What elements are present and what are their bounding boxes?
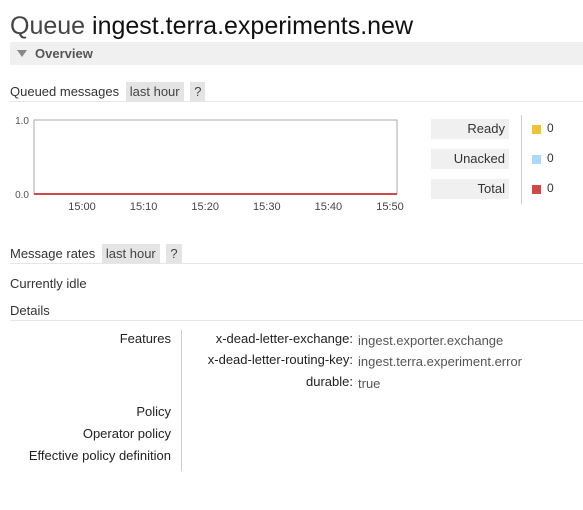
details-vertical-rule: [181, 330, 182, 471]
queued-messages-divider: [10, 101, 583, 102]
page-title: Queue ingest.terra.experiments.new: [10, 12, 413, 41]
message-rates-divider: [10, 263, 583, 264]
legend-swatch: [532, 155, 541, 164]
x-tick-label: 15:00: [68, 201, 96, 213]
legend-item-ready: Ready 0: [431, 119, 554, 141]
queued-messages-range-button[interactable]: last hour: [125, 82, 184, 101]
feature-value: ingest.exporter.exchange: [358, 333, 504, 348]
message-rates-range-button[interactable]: last hour: [101, 244, 160, 263]
x-tick-label: 15:10: [130, 201, 158, 213]
title-prefix: Queue: [10, 12, 86, 40]
feature-key: durable:: [306, 374, 353, 389]
feature-value: true: [358, 376, 381, 391]
details-label: Details: [10, 303, 50, 318]
collapse-triangle-icon: [17, 50, 27, 57]
queued-messages-header: Queued messages last hour ?: [10, 82, 206, 101]
overview-label: Overview: [35, 46, 93, 61]
feature-key: x-dead-letter-routing-key:: [207, 352, 353, 367]
legend-item-unacked: Unacked 0: [431, 149, 554, 171]
legend-label: Ready: [431, 119, 509, 139]
details-divider: [10, 320, 583, 321]
feature-key: x-dead-letter-exchange:: [215, 331, 353, 346]
legend-swatch: [532, 185, 541, 194]
y-tick-label: 1.0: [15, 116, 29, 127]
legend-label: Unacked: [431, 149, 509, 169]
message-rates-label: Message rates: [10, 246, 96, 261]
queue-name: ingest.terra.experiments.new: [92, 12, 413, 40]
policy-label: Policy: [136, 404, 171, 419]
message-rates-header: Message rates last hour ?: [10, 244, 182, 263]
legend-divider: [521, 115, 522, 204]
features-label: Features: [119, 331, 171, 346]
x-tick-label: 15:50: [376, 201, 404, 213]
idle-status: Currently idle: [10, 276, 87, 291]
legend-value: 0: [547, 181, 554, 195]
overview-section-toggle[interactable]: Overview: [10, 42, 583, 65]
queued-messages-chart: 1.0 0.0 15:00 15:10 15:20 15:30 15:40 15:50: [15, 116, 404, 213]
y-tick-label: 0.0: [15, 190, 29, 201]
queued-messages-help-button[interactable]: ?: [190, 82, 206, 101]
operator-policy-label: Operator policy: [82, 426, 171, 441]
legend-item-total: Total 0: [431, 179, 554, 201]
queued-messages-label: Queued messages: [10, 84, 120, 99]
legend-value: 0: [547, 151, 554, 165]
message-rates-help-button[interactable]: ?: [166, 244, 182, 263]
chart-frame: [33, 119, 398, 195]
legend-swatch: [532, 125, 541, 134]
effective-policy-label: Effective policy definition: [28, 448, 171, 463]
x-tick-label: 15:20: [191, 201, 219, 213]
x-tick-label: 15:30: [253, 201, 281, 213]
x-tick-label: 15:40: [315, 201, 343, 213]
legend-value: 0: [547, 121, 554, 135]
feature-value: ingest.terra.experiment.error: [358, 354, 523, 369]
legend-label: Total: [431, 179, 509, 199]
